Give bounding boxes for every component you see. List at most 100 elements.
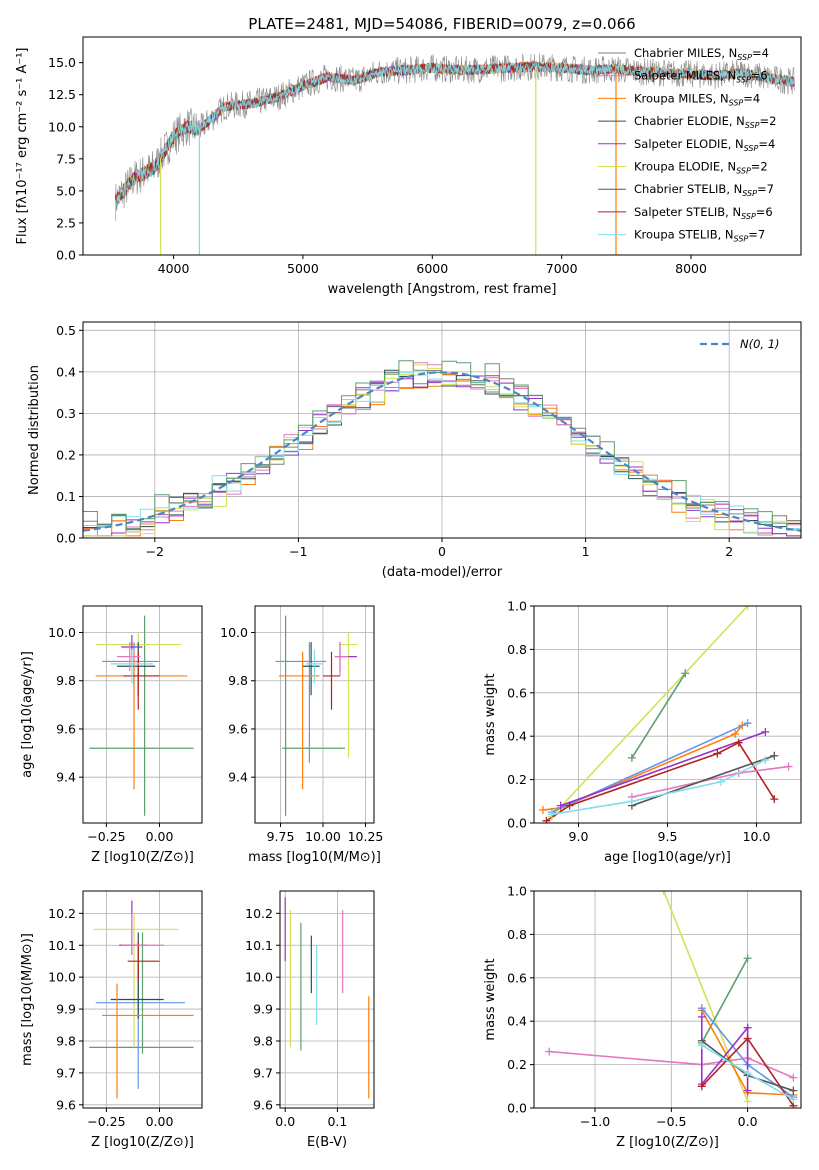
- y-tick-label: 2.5: [56, 215, 76, 230]
- y-tick-label: 0.8: [507, 927, 527, 942]
- y-tick-label: 9.6: [228, 721, 248, 736]
- legend-entry: Chabrier STELIB, NSSP=7: [634, 182, 774, 198]
- x-tick-label: 0.00: [146, 829, 174, 844]
- y-tick-label: 9.6: [56, 721, 76, 736]
- x-tick-label: 0.1: [327, 1114, 347, 1129]
- y-tick-label: 5.0: [56, 183, 76, 198]
- y-axis-label: Flux [fλ10⁻¹⁷ erg cm⁻² s⁻¹ A⁻¹]: [15, 48, 30, 245]
- y-tick-label: 0.5: [56, 323, 76, 338]
- axes-7: 0.0 0.1 9.6 9.7 9.8 9.9 10.0 10.1 10.2 E(B-V): [245, 890, 375, 1150]
- legend-label: Salpeter STELIB, N: [634, 205, 741, 219]
- legend-count: =2: [760, 114, 777, 128]
- plus-marker: [743, 1097, 752, 1106]
- legend-entry: N(0, 1): [740, 337, 780, 351]
- y-tick-label: 10.2: [245, 906, 273, 921]
- figure-title: PLATE=2481, MJD=54086, FIBERID=0079, z=0…: [248, 15, 635, 33]
- legend-count: =2: [751, 160, 768, 174]
- weight-line: [631, 754, 775, 807]
- plus-marker: [784, 762, 793, 771]
- legend-label: Salpeter MILES, N: [634, 69, 736, 83]
- error-point: [275, 642, 327, 763]
- y-tick-label: 10.1: [245, 938, 273, 953]
- legend-label: Kroupa MILES, N: [634, 91, 729, 105]
- axes-8: −1.0 −0.5 0.0 0.0 0.2 0.4 0.6 0.8 1.0 Z [log10(Z/…: [483, 884, 802, 1150]
- plot-area: [284, 897, 370, 1099]
- y-tick-label: 12.5: [48, 87, 76, 102]
- weight-series: [697, 1041, 798, 1104]
- x-tick-label: −1: [289, 544, 307, 559]
- axes-frame: [533, 890, 802, 1109]
- plus-marker: [734, 738, 743, 747]
- plus-marker: [627, 753, 636, 762]
- x-tick-label: 0.0: [275, 1114, 295, 1129]
- legend-subscript: SSP: [736, 167, 751, 176]
- plus-marker: [716, 777, 725, 786]
- y-tick-label: 10.0: [245, 970, 273, 985]
- plus-marker: [743, 1069, 752, 1078]
- y-axis-label: mass [log10(M/M⊙)]: [20, 933, 35, 1066]
- x-tick-label: −0.25: [87, 1114, 125, 1129]
- y-tick-label: 9.4: [228, 770, 248, 785]
- x-tick-label: 2: [725, 544, 733, 559]
- y-tick-label: 0.4: [56, 364, 76, 379]
- x-tick-label: −0.5: [656, 1114, 686, 1129]
- weight-series: [697, 1034, 798, 1108]
- y-tick-label: 9.9: [253, 1002, 273, 1017]
- y-tick-label: 0.0: [56, 248, 76, 263]
- plot-area: [545, 891, 798, 1108]
- plus-marker: [556, 801, 565, 810]
- x-axis-label: age [log10(age/yr)]: [604, 850, 731, 865]
- x-tick-label: 9.5: [658, 829, 678, 844]
- y-axis-label: mass weight: [483, 673, 498, 755]
- weight-series: [627, 751, 779, 810]
- plus-marker: [743, 606, 752, 610]
- error-point: [95, 970, 185, 1089]
- legend-entry: Kroupa MILES, NSSP=4: [634, 91, 760, 107]
- weight-line: [631, 672, 686, 759]
- x-axis-label: wavelength [Angstrom, rest frame]: [328, 282, 557, 297]
- y-tick-label: 0.0: [507, 816, 527, 831]
- y-tick-label: 9.7: [56, 1065, 76, 1080]
- legend-label: Kroupa ELODIE, N: [634, 160, 736, 174]
- legend-subscript: SSP: [742, 189, 757, 198]
- legend-entry: Chabrier MILES, NSSP=4: [634, 46, 769, 62]
- y-tick-label: 0.0: [507, 1101, 527, 1116]
- legend-subscript: SSP: [737, 53, 752, 62]
- x-tick-label: 6000: [416, 261, 448, 276]
- x-tick-label: 9.75: [267, 829, 295, 844]
- y-tick-label: 0.1: [56, 489, 76, 504]
- y-tick-label: 10.0: [48, 119, 76, 134]
- plus-marker: [743, 954, 752, 963]
- gaussian-curve: [83, 371, 801, 532]
- x-tick-label: 8000: [675, 261, 707, 276]
- x-tick-label: 7000: [546, 261, 578, 276]
- x-tick-label: 9.0: [569, 829, 589, 844]
- axes-3: −0.25 0.00 9.4 9.6 9.8 10.0 Z [log10(Z/Z⊙)] age…: [20, 605, 203, 865]
- x-tick-label: −1.0: [580, 1114, 610, 1129]
- error-point: [102, 983, 194, 1099]
- plus-marker: [542, 816, 551, 823]
- spectrum-line: [115, 61, 795, 206]
- x-tick-label: 1: [582, 544, 590, 559]
- x-tick-label: 5000: [287, 261, 319, 276]
- plus-marker: [538, 805, 547, 814]
- y-tick-label: 10.0: [220, 625, 248, 640]
- x-tick-label: 0: [438, 544, 446, 559]
- y-tick-label: 0.3: [56, 406, 76, 421]
- plus-marker: [743, 1086, 752, 1095]
- y-tick-label: 9.8: [56, 673, 76, 688]
- x-tick-label: 4000: [158, 261, 190, 276]
- x-tick-label: 10.0: [743, 829, 771, 844]
- plus-marker: [770, 795, 779, 804]
- y-axis-label: mass weight: [483, 958, 498, 1040]
- y-tick-label: 9.6: [253, 1097, 273, 1112]
- axes-6: −0.25 0.00 9.6 9.7 9.8 9.9 10.0 10.1 10.2 Z [log1…: [20, 890, 203, 1150]
- plot-area: [275, 615, 357, 816]
- x-tick-label: 10.00: [305, 829, 341, 844]
- legend-count: =6: [756, 205, 773, 219]
- y-tick-label: 10.1: [48, 938, 76, 953]
- axes-frame: [82, 890, 203, 1109]
- legend-count: =4: [758, 137, 775, 151]
- x-axis-label: mass [log10(M/M⊙)]: [248, 850, 381, 865]
